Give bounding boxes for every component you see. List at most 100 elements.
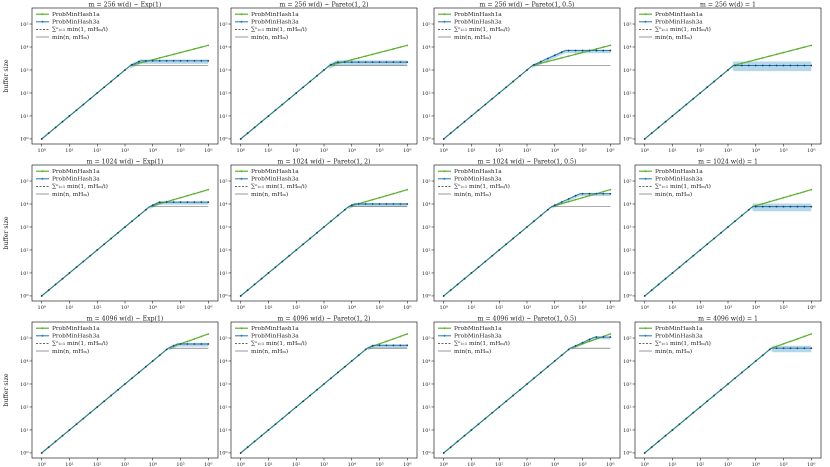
- legend-entry: ∑ⁿᵢ₌₁ min(1, mHₘ/i): [454, 26, 510, 33]
- series-a-point: [399, 190, 402, 193]
- series-b-point: [727, 383, 729, 385]
- series-b-point: [720, 74, 722, 77]
- series-b-point: [117, 74, 119, 77]
- series-a-point: [207, 333, 210, 335]
- series-b-line: [240, 203, 408, 297]
- series-sum-line: [443, 189, 611, 297]
- series-b-point: [595, 336, 598, 338]
- series-b-point: [309, 394, 312, 397]
- series-b-point: [200, 59, 203, 62]
- series-b-point: [491, 411, 494, 414]
- legend-entry: ProbMinHash1a: [454, 326, 502, 332]
- series-b-point: [720, 231, 722, 234]
- x-tick-label: 10⁶: [606, 305, 614, 311]
- y-tick-label: 10⁰: [623, 294, 631, 300]
- series-b-point: [747, 365, 750, 368]
- y-tick-label: 10⁰: [422, 451, 430, 457]
- series-b-band: [644, 61, 812, 139]
- legend-marker: [240, 177, 243, 180]
- y-tick-label: 10⁰: [219, 137, 227, 143]
- series-b-point: [442, 452, 445, 454]
- legend-entry: min(n, mHₘ): [251, 191, 288, 198]
- series-a-point: [775, 345, 778, 348]
- series-b-point: [158, 59, 161, 62]
- series-a-point: [165, 55, 168, 58]
- series-b-point: [810, 347, 813, 350]
- x-tick-label: 10⁴: [348, 305, 356, 311]
- x-tick-label: 10⁶: [606, 462, 614, 467]
- series-b-point: [754, 360, 757, 362]
- y-tick-label: 10¹: [219, 428, 227, 434]
- x-tick-label: 10³: [523, 462, 531, 467]
- series-b-point: [505, 86, 508, 89]
- y-tick-label: 10⁰: [20, 451, 28, 457]
- series-b-line: [443, 193, 611, 297]
- y-tick-label: 10³: [20, 382, 28, 388]
- series-b-line: [644, 65, 812, 140]
- legend-entry: ProbMinHash1a: [251, 12, 299, 18]
- series-b-point: [179, 201, 182, 204]
- series-a-point: [186, 194, 189, 197]
- x-tick-label: 10²: [292, 148, 300, 154]
- legend-marker: [644, 177, 647, 180]
- series-b-point: [309, 237, 312, 240]
- series-b-point: [281, 103, 284, 106]
- series-b-point: [239, 295, 242, 297]
- series-b-point: [650, 446, 653, 449]
- x-tick-label: 10²: [495, 305, 503, 311]
- series-a-point: [546, 60, 549, 63]
- series-b-point: [533, 377, 535, 380]
- series-b-point: [664, 434, 667, 437]
- series-b-point: [803, 205, 806, 208]
- series-b-point: [330, 220, 332, 223]
- series-b-line: [240, 344, 408, 454]
- panel-title: m = 256 w(d) ∼ Pareto(1, 0.5): [480, 2, 575, 9]
- series-b-point: [82, 417, 85, 420]
- series-b-point: [699, 406, 702, 408]
- series-b-point: [392, 344, 395, 347]
- series-a-point: [539, 62, 542, 65]
- series-b-point: [685, 260, 688, 263]
- y-tick-label: 10²: [20, 91, 28, 97]
- panel-title: m = 1024 w(d) ∼ Pareto(1, 0.5): [478, 159, 577, 166]
- y-tick-label: 10⁴: [219, 359, 227, 365]
- series-b-point: [186, 201, 189, 204]
- series-b-point: [546, 57, 549, 60]
- legend-entry: ProbMinHash1a: [52, 12, 100, 18]
- series-b-line: [644, 347, 812, 454]
- legend-entry: ProbMinHash3a: [251, 334, 299, 340]
- series-min-line: [644, 65, 812, 140]
- series-b-point: [82, 103, 85, 106]
- series-a-point: [385, 340, 388, 343]
- x-tick-label: 10¹: [668, 148, 676, 154]
- legend-entry: ProbMinHash1a: [655, 169, 703, 175]
- y-tick-label: 10²: [623, 248, 631, 254]
- series-b-point: [260, 434, 263, 437]
- legend-entry: ProbMinHash3a: [251, 20, 299, 26]
- x-tick-label: 10⁴: [752, 305, 760, 311]
- y-tick-label: 10⁴: [623, 45, 631, 51]
- x-tick-label: 10⁵: [578, 462, 586, 467]
- series-b-point: [343, 208, 346, 211]
- series-b-band: [240, 60, 408, 139]
- series-b-point: [595, 192, 598, 195]
- y-tick-label: 10²: [20, 405, 28, 411]
- legend-entry: ∑ⁿᵢ₌₁ min(1, mHₘ/i): [52, 183, 108, 190]
- series-b-point: [747, 64, 750, 67]
- series-a-point: [357, 57, 360, 59]
- series-a-point: [193, 338, 196, 340]
- legend-entry: ∑ⁿᵢ₌₁ min(1, mHₘ/i): [251, 183, 307, 190]
- series-b-point: [336, 61, 339, 64]
- series-a-line: [443, 189, 611, 297]
- legend-entry: ∑ⁿᵢ₌₁ min(1, mHₘ/i): [454, 183, 510, 190]
- series-b-point: [706, 243, 709, 246]
- y-tick-label: 10³: [422, 225, 430, 231]
- series-a-point: [595, 48, 598, 50]
- series-b-point: [567, 49, 570, 52]
- series-a-line: [240, 44, 408, 140]
- series-b-point: [137, 371, 140, 374]
- legend-entry: ProbMinHash1a: [655, 12, 703, 18]
- series-b-point: [581, 341, 584, 344]
- series-b-point: [151, 360, 154, 362]
- x-tick-label: 10²: [696, 305, 704, 311]
